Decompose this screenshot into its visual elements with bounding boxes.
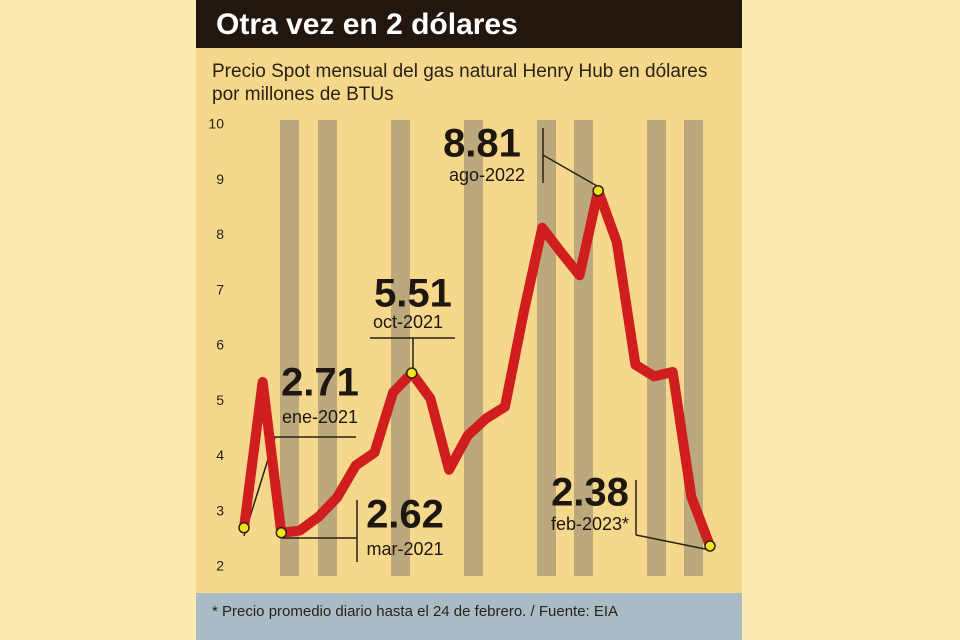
stripe [391, 120, 410, 576]
y-tick-label: 4 [216, 447, 224, 463]
date-label: ene-2021 [282, 407, 358, 427]
leader-line [542, 128, 598, 187]
title-bar [196, 0, 742, 48]
y-tick-label: 3 [216, 502, 224, 518]
point [275, 526, 288, 539]
line [239, 185, 715, 552]
point [406, 367, 418, 379]
value-label: 2.71 [281, 361, 359, 405]
leader-line [282, 500, 358, 562]
leader-line [243, 436, 356, 537]
subtitle: Precio Spot mensual del gas natural Henr… [212, 61, 707, 82]
leader-line [635, 480, 711, 551]
date-label: feb-2023* [551, 514, 629, 534]
date-label: ago-2022 [449, 165, 525, 185]
date-label: mar-2021 [366, 539, 443, 559]
stripe [318, 120, 337, 576]
stripe [464, 120, 483, 576]
leader-line [370, 337, 455, 373]
value-label: 5.51 [374, 272, 452, 316]
value-label: 2.62 [366, 493, 444, 537]
y-tick-label: 8 [216, 226, 224, 242]
stripe [280, 120, 299, 576]
y-tick-label: 7 [216, 281, 224, 297]
footer-bar [196, 593, 742, 640]
chart-title: Otra vez en 2 dólares [216, 8, 518, 41]
y-tick-label: 9 [216, 171, 224, 187]
point [238, 522, 250, 534]
subtitle: por millones de BTUs [212, 84, 394, 105]
y-tick-label: 2 [216, 558, 224, 574]
point [592, 184, 604, 197]
y-tick-label: 5 [216, 392, 224, 408]
value-label: 2.38 [551, 471, 629, 515]
y-tick-label: 10 [208, 116, 224, 132]
stripe [647, 120, 666, 576]
point [704, 540, 716, 552]
date-label: oct-2021 [373, 312, 443, 332]
y-tick-label: 6 [216, 337, 224, 353]
footnote: * Precio promedio diario hasta el 24 de … [212, 603, 618, 620]
value-label: 8.81 [443, 122, 521, 166]
